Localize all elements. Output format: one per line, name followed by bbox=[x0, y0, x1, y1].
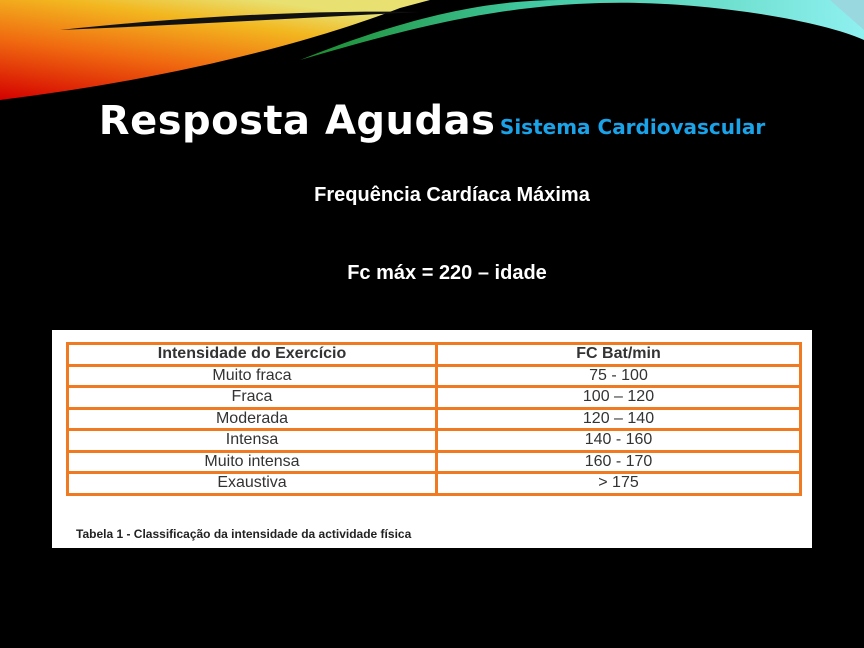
cell-intensity: Muito intensa bbox=[66, 449, 438, 474]
table-row: Moderada 120 – 140 bbox=[66, 406, 802, 431]
cell-intensity: Moderada bbox=[66, 406, 438, 431]
cell-fc: 75 - 100 bbox=[435, 363, 802, 388]
table-row: Muito intensa 160 - 170 bbox=[66, 449, 802, 474]
cell-intensity: Exaustiva bbox=[66, 471, 438, 496]
cell-intensity: Intensa bbox=[66, 428, 438, 453]
header-fc: FC Bat/min bbox=[435, 342, 802, 367]
formula: Fc máx = 220 – idade bbox=[347, 262, 547, 284]
cell-fc: 160 - 170 bbox=[435, 449, 802, 474]
slide-subtitle: Frequência Cardíaca Máxima bbox=[314, 184, 590, 206]
header-intensity: Intensidade do Exercício bbox=[66, 342, 438, 367]
title-sub: Sistema Cardiovascular bbox=[499, 115, 766, 139]
table-row: Exaustiva > 175 bbox=[66, 471, 802, 496]
decorative-banner bbox=[0, 0, 864, 100]
cell-fc: > 175 bbox=[435, 471, 802, 496]
cell-intensity: Muito fraca bbox=[66, 363, 438, 388]
cell-fc: 140 - 160 bbox=[435, 428, 802, 453]
cell-intensity: Fraca bbox=[66, 385, 438, 410]
table-row: Muito fraca 75 - 100 bbox=[66, 363, 802, 388]
cell-fc: 100 – 120 bbox=[435, 385, 802, 410]
title-main: Resposta Agudas bbox=[98, 98, 496, 144]
table-caption: Tabela 1 - Classificação da intensidade … bbox=[76, 527, 412, 541]
table-row: Intensa 140 - 160 bbox=[66, 428, 802, 453]
table-header-row: Intensidade do Exercício FC Bat/min bbox=[66, 342, 802, 367]
table-row: Fraca 100 – 120 bbox=[66, 385, 802, 410]
slide-title: Resposta Agudas Sistema Cardiovascular bbox=[0, 98, 864, 144]
table-image: Intensidade do Exercício FC Bat/min Muit… bbox=[52, 330, 812, 548]
cell-fc: 120 – 140 bbox=[435, 406, 802, 431]
intensity-table: Intensidade do Exercício FC Bat/min Muit… bbox=[66, 342, 802, 496]
